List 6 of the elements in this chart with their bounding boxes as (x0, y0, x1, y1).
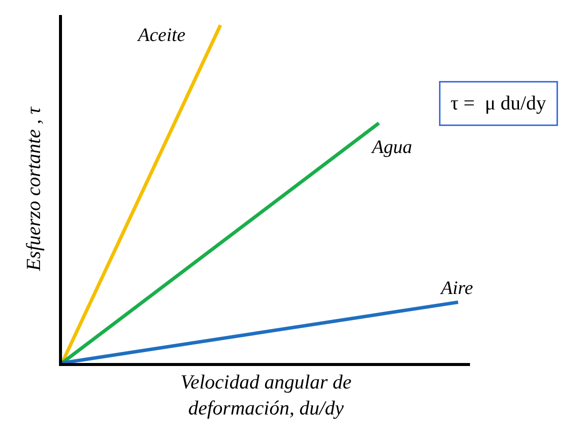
series-label: Aceite (136, 25, 186, 46)
series-label: Aire (439, 278, 474, 299)
annotation: τ = μ du/dy (450, 92, 546, 114)
x-axis-title: Velocidad angular de deformación, du/dy (180, 371, 352, 420)
y-axis-title: Esfuerzo cortante , τ (22, 106, 45, 272)
series-label: Agua (370, 137, 412, 158)
